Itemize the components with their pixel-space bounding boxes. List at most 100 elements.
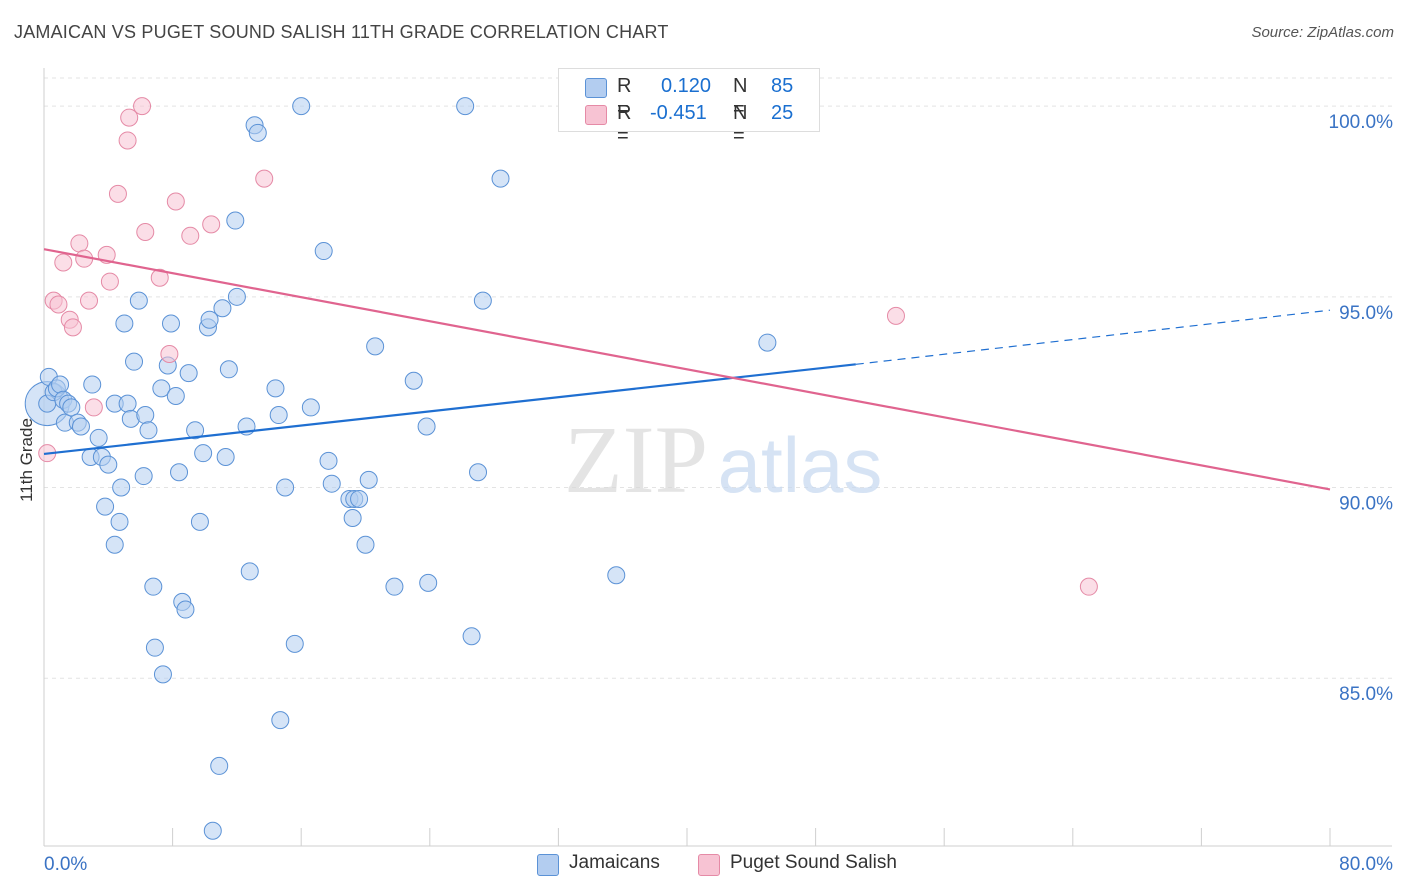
data-point xyxy=(62,398,81,417)
legend-r-value: 0.120 xyxy=(661,75,712,97)
data-point xyxy=(63,318,82,337)
bottom-legend-label: Puget Sound Salish xyxy=(730,852,897,873)
data-point xyxy=(248,123,267,142)
chart-title: JAMAICAN VS PUGET SOUND SALISH 11TH GRAD… xyxy=(14,22,669,42)
data-point xyxy=(350,489,369,508)
legend-n-label: N = xyxy=(733,75,748,120)
data-point xyxy=(886,306,905,325)
data-point xyxy=(71,417,90,436)
legend-n-label: N = xyxy=(733,102,748,147)
gridlines xyxy=(44,77,1392,679)
data-point xyxy=(118,131,137,150)
tick-labels: 100.0% 95.0% 90.0% 85.0% 0.0% 80.0% xyxy=(44,112,1393,875)
data-point xyxy=(462,627,481,646)
data-point xyxy=(54,253,73,272)
x-tick-label: 80.0% xyxy=(1339,854,1393,875)
data-point xyxy=(144,577,163,596)
watermark-atlas: atlas xyxy=(718,421,883,509)
y-axis-label: 11th Grade xyxy=(17,418,36,502)
data-point xyxy=(49,295,68,314)
data-point xyxy=(170,463,189,482)
data-point xyxy=(108,184,127,203)
y-tick-label: 95.0% xyxy=(1339,303,1393,324)
data-point xyxy=(343,509,362,528)
data-point xyxy=(134,467,153,486)
data-point xyxy=(136,222,155,241)
data-point xyxy=(179,364,198,383)
data-point xyxy=(89,428,108,447)
data-point xyxy=(255,169,274,188)
data-point xyxy=(190,512,209,531)
data-point xyxy=(70,234,89,253)
y-tick-label: 100.0% xyxy=(1329,112,1394,133)
data-point xyxy=(161,314,180,333)
data-point xyxy=(99,455,118,474)
data-point xyxy=(152,379,171,398)
data-point xyxy=(194,444,213,463)
data-point xyxy=(83,375,102,394)
legend-n-value: 25 xyxy=(771,102,794,124)
data-point xyxy=(166,192,185,211)
data-point xyxy=(213,299,232,318)
data-point xyxy=(84,398,103,417)
bottom-legend-swatch-pink xyxy=(698,854,720,876)
data-point xyxy=(226,211,245,230)
data-point xyxy=(112,478,131,497)
watermark-zip: ZIP xyxy=(564,406,708,513)
series-jamaicans xyxy=(24,97,777,840)
data-point xyxy=(456,97,475,116)
data-point xyxy=(758,333,777,352)
data-point xyxy=(96,497,115,516)
data-point xyxy=(160,345,179,364)
bottom-legend-label: Jamaicans xyxy=(569,852,660,873)
data-point xyxy=(607,566,626,585)
x-tick-label: 0.0% xyxy=(44,854,87,875)
data-point xyxy=(216,448,235,466)
data-point xyxy=(110,512,129,531)
data-point xyxy=(1079,577,1098,596)
data-point xyxy=(227,287,246,306)
data-point xyxy=(125,352,144,371)
data-point xyxy=(385,577,404,596)
data-point xyxy=(219,360,238,379)
data-point xyxy=(105,535,124,554)
data-point xyxy=(150,268,169,287)
data-point xyxy=(301,398,320,417)
data-point xyxy=(203,821,222,840)
data-point xyxy=(271,711,290,730)
legend-swatch-blue xyxy=(585,78,607,98)
legend-r-value: -0.451 xyxy=(650,102,707,124)
data-point xyxy=(181,226,200,245)
data-point xyxy=(469,463,488,482)
data-point xyxy=(404,371,423,390)
data-point xyxy=(359,470,378,489)
data-point xyxy=(292,97,311,116)
data-point xyxy=(176,600,195,619)
data-point xyxy=(186,421,205,440)
data-point xyxy=(473,291,492,310)
data-point xyxy=(120,108,139,127)
data-point xyxy=(139,421,158,440)
data-point xyxy=(133,97,152,116)
data-point xyxy=(80,291,99,310)
data-point xyxy=(319,451,338,470)
data-point xyxy=(417,417,436,436)
data-point xyxy=(136,406,155,425)
data-point xyxy=(356,535,375,554)
data-point xyxy=(314,242,333,261)
data-point xyxy=(366,337,385,356)
data-point xyxy=(266,379,285,398)
data-point xyxy=(166,386,185,405)
data-point xyxy=(276,478,295,497)
trend-line-jamaicans-extension xyxy=(855,309,1331,365)
data-point xyxy=(285,634,304,653)
data-point xyxy=(240,562,259,581)
y-tick-label: 90.0% xyxy=(1339,494,1393,515)
data-point xyxy=(118,394,137,413)
trend-line-puget-sound-salish xyxy=(43,248,1331,491)
trend-lines xyxy=(43,248,1331,491)
data-point xyxy=(322,474,341,493)
data-point xyxy=(491,169,510,188)
data-point xyxy=(210,756,229,775)
